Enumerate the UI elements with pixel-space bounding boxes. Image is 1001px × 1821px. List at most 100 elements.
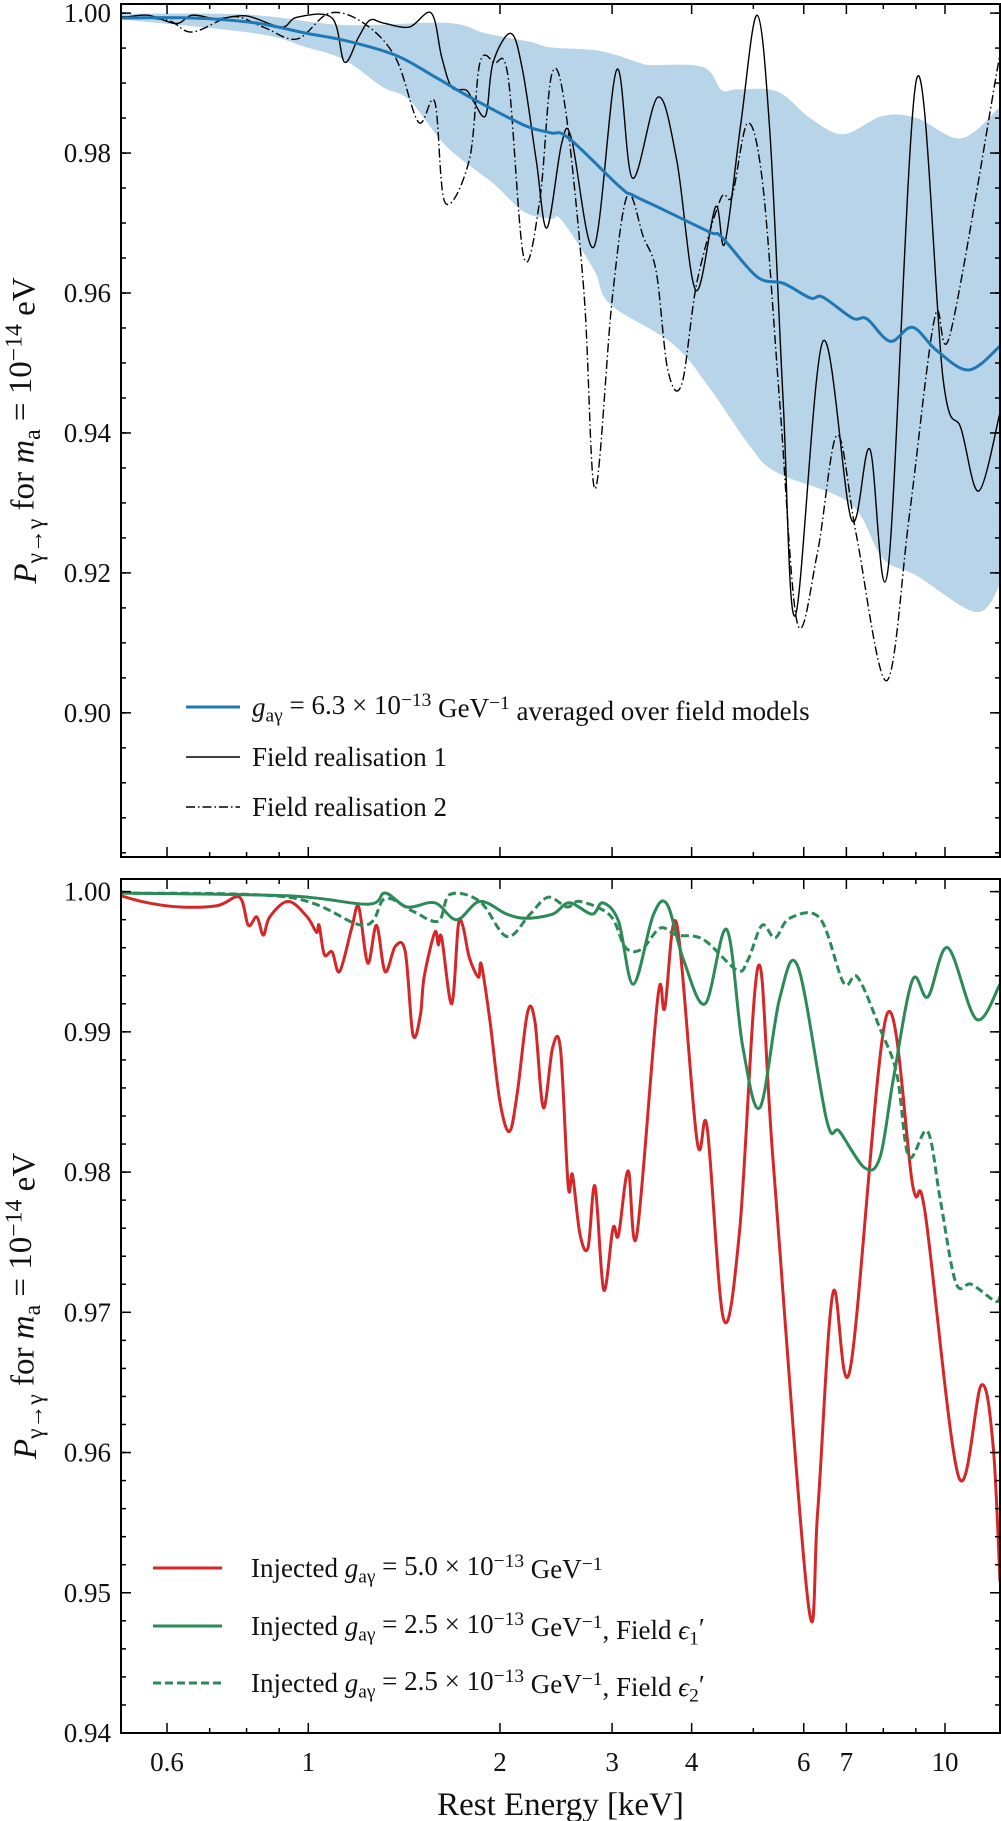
x-tick-label: 6 (797, 1747, 811, 1777)
legend-label-mean-part: g (252, 692, 266, 722)
legend-label-field2-part: −1 (582, 1669, 603, 1690)
y-axis-label-part: = 10 (3, 1237, 39, 1305)
y-axis-label-part: −14 (1, 1199, 27, 1236)
legend-label-mean-part: aγ (266, 705, 284, 726)
legend-label-mean: gaγ = 6.3 × 10−13 GeV−1 averaged over fi… (252, 690, 810, 727)
y-tick-label: 0.94 (64, 418, 112, 448)
top-panel: 1.00 0.98 0.96 0.94 0.92 0.90 Pγ→γ for ma = 10… (1, 0, 1001, 858)
legend-label-field2-part: 2 (689, 1685, 699, 1706)
x-tick-label: 4 (685, 1747, 699, 1777)
axes-frame (120, 3, 1001, 858)
y-axis-label: Pγ→γ for ma = 10−14 eV (1, 277, 48, 584)
y-tick-label: 0.99 (64, 1017, 111, 1047)
y-axis-label-part: eV (7, 1153, 43, 1200)
series-line-real1 (121, 11, 1000, 617)
y-axis-label-part: for (5, 1339, 41, 1394)
legend-label-field1-part: ′ (699, 1613, 705, 1643)
y-axis-label-part: a (20, 1304, 46, 1315)
y-axis-label-part: m (5, 1315, 41, 1339)
legend-label-injected_5-part: = 5.0 × 10 (375, 1551, 493, 1581)
series-line-mean (121, 16, 1000, 372)
legend-label-real2-part: Field realisation 2 (252, 792, 447, 822)
legend-label-field1-part: aγ (358, 1624, 376, 1645)
spread-band (121, 13, 1000, 613)
legend-label-field1-part: = 2.5 × 10 (375, 1609, 493, 1639)
legend-label-field1-part: g (345, 1611, 359, 1641)
legend-label-field2: Injected gaγ = 2.5 × 10−13 GeV−1, Field … (251, 1666, 705, 1706)
legend-label-field2-part: , Field (602, 1672, 678, 1702)
plot-area (121, 11, 1000, 682)
legend-label-injected_5: Injected gaγ = 5.0 × 10−13 GeV−1​ (251, 1551, 602, 1588)
axes-frame (120, 878, 1001, 1734)
y-tick-label: 0.92 (64, 558, 111, 588)
plot-area (121, 891, 1000, 1624)
legend-label-injected_5-part: g (345, 1553, 359, 1583)
series-line-field1 (121, 891, 1000, 1172)
legend-label-field2-part: −13 (494, 1666, 524, 1687)
legend-label-mean-part: −1 (489, 693, 510, 714)
y-axis-label-part: = 10 (3, 361, 39, 429)
y-tick-label: 0.97 (64, 1297, 111, 1327)
series-line-field2 (121, 891, 1000, 1304)
legend-label-field2-part: Injected (251, 1668, 345, 1698)
legend-label-field1-part: −1 (582, 1612, 603, 1633)
y-axis-label-part: −14 (1, 324, 27, 361)
legend-label-mean-part: = 6.3 × 10 (283, 690, 401, 720)
legend-label-real2: Field realisation 2 (252, 792, 447, 822)
y-axis-label: Pγ→γ for ma = 10−14 eV (1, 1153, 48, 1460)
x-tick-label: 7 (840, 1747, 854, 1777)
series-line-injected_5 (121, 894, 1000, 1624)
legend-label-injected_5-part: Injected (251, 1553, 345, 1583)
x-axis-label: Rest Energy [keV] (437, 1787, 684, 1821)
legend-label-field1: Injected gaγ = 2.5 × 10−13 GeV−1, Field … (251, 1609, 705, 1649)
x-tick-label: 1 (302, 1747, 316, 1777)
y-axis-label-part: P (8, 1439, 44, 1460)
legend-label-field2-part: ′ (699, 1670, 705, 1700)
series-line-real2 (121, 11, 1000, 682)
legend-label-field1-part: 1 (689, 1628, 699, 1649)
legend-label-injected_5-part: GeV (524, 1554, 582, 1584)
legend-label-injected_5-part: −13 (494, 1551, 524, 1572)
x-tick-label: 3 (605, 1747, 619, 1777)
y-tick-label: 0.98 (64, 138, 111, 168)
y-axis-label-part: P (8, 563, 44, 584)
y-tick-label: 0.94 (64, 1718, 112, 1748)
y-axis-label-part: a (20, 429, 46, 440)
legend-label-field1-part: Injected (251, 1611, 345, 1641)
legend-label-field1-part: ϵ (678, 1615, 690, 1645)
y-axis-label-part: eV (7, 277, 43, 324)
legend-label-field1-part: GeV (524, 1612, 582, 1642)
y-axis-label-part: γ→γ (23, 1394, 49, 1440)
y-tick-label: 0.90 (64, 698, 111, 728)
legend-label-field1-part: , Field (602, 1615, 678, 1645)
legend: Injected gaγ = 5.0 × 10−13 GeV−1​Injecte… (153, 1551, 705, 1706)
x-tick-label: 2 (493, 1747, 507, 1777)
y-axis-label-part: γ→γ (23, 519, 49, 565)
legend-label-field2-part: aγ (358, 1681, 376, 1702)
legend-label-real1: Field realisation 1 (252, 742, 447, 772)
y-axis-label-part: m (5, 440, 41, 464)
y-tick-label: 1.00 (64, 877, 111, 907)
x-tick-label: 10 (932, 1747, 959, 1777)
legend-label-field1-part: −13 (494, 1609, 524, 1630)
legend-label-mean-part: −13 (401, 690, 431, 711)
legend-label-field2-part: GeV (524, 1669, 582, 1699)
bottom-panel: 1.00 0.99 0.98 0.97 0.96 0.95 0.94 0.6 1 2 3 4 6 7 10 R… (1, 877, 1001, 1821)
y-tick-label: 0.98 (64, 1157, 111, 1187)
y-axis-label-part: for (5, 464, 41, 519)
y-tick-label: 1.00 (64, 0, 111, 28)
y-tick-label: 0.96 (64, 278, 111, 308)
tick-marks (121, 4, 1000, 857)
tick-marks (121, 879, 1000, 1734)
legend-label-mean-part: GeV (431, 693, 489, 723)
x-tick-label: 0.6 (150, 1747, 184, 1777)
legend-label-field2-part: = 2.5 × 10 (375, 1666, 493, 1696)
y-tick-label: 0.96 (64, 1438, 111, 1468)
legend-label-injected_5-part: −1 (582, 1554, 603, 1575)
legend-label-field2-part: ϵ (678, 1672, 690, 1702)
legend-label-injected_5-part: aγ (358, 1566, 376, 1587)
legend-label-mean-part: averaged over field models (510, 696, 810, 726)
legend: gaγ = 6.3 × 10−13 GeV−1 averaged over fi… (186, 690, 810, 822)
y-tick-label: 0.95 (64, 1578, 111, 1608)
